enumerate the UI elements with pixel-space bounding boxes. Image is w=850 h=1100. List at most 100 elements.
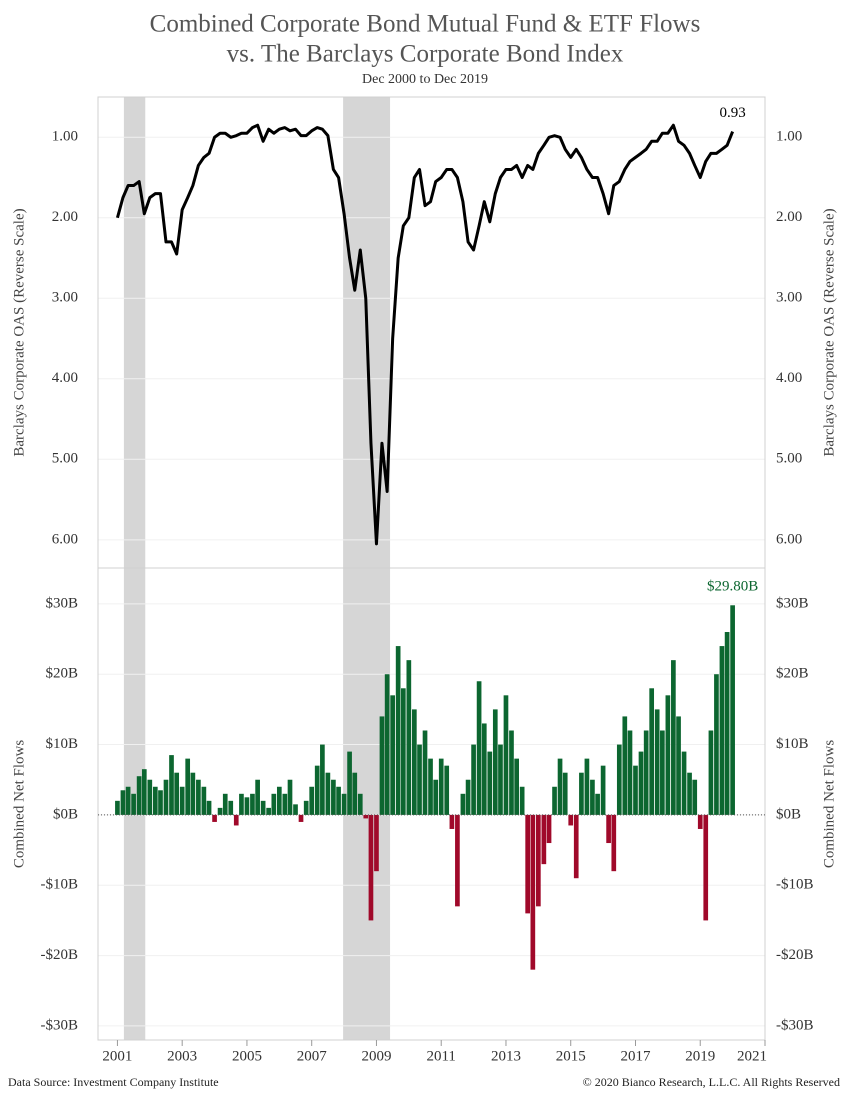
flow-bar xyxy=(595,793,600,815)
flow-bar xyxy=(303,800,309,815)
flow-bar xyxy=(293,804,298,815)
flow-bar xyxy=(363,814,369,819)
flow-bar xyxy=(530,814,536,970)
flow-bar xyxy=(455,814,460,907)
flow-bar xyxy=(271,793,277,815)
flow-bar xyxy=(590,779,595,815)
x-tick-label: 2019 xyxy=(685,1048,715,1064)
y-tick-label: -$10B xyxy=(41,877,79,893)
flow-bar xyxy=(687,772,692,815)
flow-bar xyxy=(433,779,439,815)
flow-bar xyxy=(546,814,552,844)
copyright-note: © 2020 Bianco Research, L.L.C. All Right… xyxy=(583,1075,840,1089)
flow-bar xyxy=(708,730,714,815)
y-tick-label: $30B xyxy=(45,595,78,611)
flow-bar xyxy=(196,779,201,815)
flow-bar xyxy=(212,814,217,822)
flow-bar xyxy=(384,674,390,815)
flow-bar xyxy=(665,695,671,815)
flow-bar xyxy=(395,646,401,815)
y2-tick-label: $10B xyxy=(776,736,809,752)
flow-bar xyxy=(633,765,638,815)
flow-bar xyxy=(341,793,347,815)
y-tick-label: 2.00 xyxy=(52,209,78,225)
flow-bar xyxy=(325,772,331,815)
x-tick-label: 2013 xyxy=(491,1048,521,1064)
flow-bar xyxy=(222,793,228,815)
flow-bar xyxy=(406,660,412,815)
x-tick-label: 2001 xyxy=(102,1048,132,1064)
flow-bar xyxy=(336,786,341,815)
flow-bar xyxy=(460,793,466,815)
flow-bar xyxy=(492,709,498,815)
flow-bar xyxy=(147,779,153,815)
flow-bar xyxy=(250,793,255,815)
y2-tick-label: 1.00 xyxy=(776,129,802,145)
flow-bar xyxy=(244,797,250,815)
y2-tick-label: 3.00 xyxy=(776,290,802,306)
flow-bar xyxy=(282,793,288,815)
flow-bar xyxy=(719,646,725,815)
flow-bar xyxy=(562,772,568,815)
flow-bar xyxy=(120,790,126,815)
chart-title: vs. The Barclays Corporate Bond Index xyxy=(227,41,624,68)
flow-bar xyxy=(481,723,487,815)
flow-bar xyxy=(471,744,476,815)
flow-bar xyxy=(692,779,698,815)
flow-bar xyxy=(374,814,379,872)
flow-bar xyxy=(190,772,196,815)
y2-tick-label: $20B xyxy=(776,666,809,682)
flow-bar xyxy=(541,814,547,865)
flow-bar xyxy=(314,765,320,815)
flow-bar xyxy=(525,814,531,914)
flow-bar xyxy=(654,709,660,815)
flow-bar xyxy=(228,800,234,815)
flow-bar xyxy=(476,681,482,815)
x-tick-label: 2021 xyxy=(737,1048,767,1064)
flow-bar xyxy=(368,814,374,921)
x-tick-label: 2007 xyxy=(297,1048,328,1064)
flow-bar xyxy=(422,730,428,815)
y-tick-label: $20B xyxy=(45,666,78,682)
flow-bar xyxy=(115,800,120,815)
flow-bar xyxy=(660,730,665,815)
y2-tick-label: $0B xyxy=(776,806,801,822)
x-tick-label: 2011 xyxy=(426,1048,455,1064)
y2-tick-label: -$10B xyxy=(776,877,814,893)
flow-bar xyxy=(233,814,239,826)
flow-bar xyxy=(536,814,541,907)
flow-bar xyxy=(611,814,617,872)
flow-bar xyxy=(287,779,293,815)
y2-axis-label: Barclays Corporate OAS (Reverse Scale) xyxy=(821,208,837,456)
flow-bar xyxy=(671,660,676,815)
y2-axis-label: Combined Net Flows xyxy=(821,740,837,868)
y2-tick-label: -$20B xyxy=(776,947,814,963)
flow-bar xyxy=(514,758,519,815)
flow-bar xyxy=(152,786,158,815)
x-tick-label: 2009 xyxy=(361,1048,391,1064)
flow-bar xyxy=(331,779,336,815)
flow-bar xyxy=(169,755,174,815)
flow-bar xyxy=(347,751,352,815)
y-axis-label: Barclays Corporate OAS (Reverse Scale) xyxy=(11,208,27,456)
flow-bar xyxy=(449,814,455,829)
flow-bar xyxy=(136,776,142,815)
flow-bar xyxy=(255,779,260,815)
flow-bar xyxy=(498,744,503,815)
flow-bar xyxy=(638,751,644,815)
flow-bar xyxy=(600,765,606,815)
flow-bar xyxy=(379,716,385,815)
y-tick-label: 6.00 xyxy=(52,531,78,547)
flow-bar xyxy=(681,751,687,815)
flow-bar xyxy=(557,758,563,815)
flow-bar xyxy=(298,814,304,822)
panel-frame xyxy=(97,567,766,1041)
y-tick-label: 4.00 xyxy=(52,370,78,386)
flow-bar xyxy=(643,730,649,815)
flow-bar xyxy=(206,800,212,815)
flow-bar xyxy=(714,674,719,815)
flow-bar xyxy=(260,800,266,815)
flow-bar xyxy=(584,758,590,815)
flow-bar xyxy=(309,786,315,815)
flow-bar xyxy=(697,814,703,829)
